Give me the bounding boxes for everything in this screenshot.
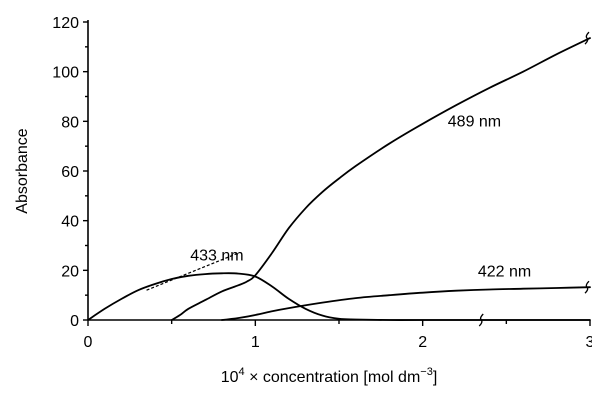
x-axis-title-end: ] — [433, 369, 437, 386]
x-axis-title-base: 10 — [221, 369, 239, 386]
series-line-433nm — [87, 272, 591, 321]
series-label-489nm: 489 nm — [448, 113, 501, 130]
y-tick-label: 80 — [61, 114, 79, 131]
y-tick-label: 60 — [61, 164, 79, 181]
y-tick-label: 0 — [70, 313, 79, 330]
x-axis-title-exponent: 4 — [239, 366, 245, 378]
series-line-489nm — [170, 37, 591, 321]
y-axis-title: Absorbance — [14, 128, 31, 213]
x-tick-label: 0 — [84, 334, 93, 351]
x-axis-title: 104 × concentration [mol dm−3] — [221, 366, 438, 386]
x-axis-title-unit-exponent: −3 — [420, 366, 433, 378]
x-tick-label: 3 — [586, 334, 592, 351]
y-ticks: 0 20 40 60 80 100 120 — [52, 15, 88, 330]
axis-break-mark — [584, 31, 590, 45]
dashed-extension-line — [146, 252, 239, 291]
x-axis-title-middle: × concentration [mol dm — [245, 369, 421, 386]
series-label-433nm: 433 nm — [190, 247, 243, 264]
y-tick-label: 20 — [61, 263, 79, 280]
chart-annotations — [146, 31, 590, 327]
series-label-422nm: 422 nm — [478, 264, 531, 281]
axis-break-mark — [584, 280, 590, 294]
series-line-422nm — [221, 286, 591, 321]
x-tick-label: 1 — [251, 334, 260, 351]
x-ticks: 0 1 2 3 — [84, 320, 592, 351]
y-tick-label: 40 — [61, 214, 79, 231]
y-tick-label: 120 — [52, 15, 79, 32]
x-tick-label: 2 — [418, 334, 427, 351]
y-tick-label: 100 — [52, 65, 79, 82]
axis-break-mark — [478, 313, 484, 327]
series-lines — [87, 37, 591, 321]
